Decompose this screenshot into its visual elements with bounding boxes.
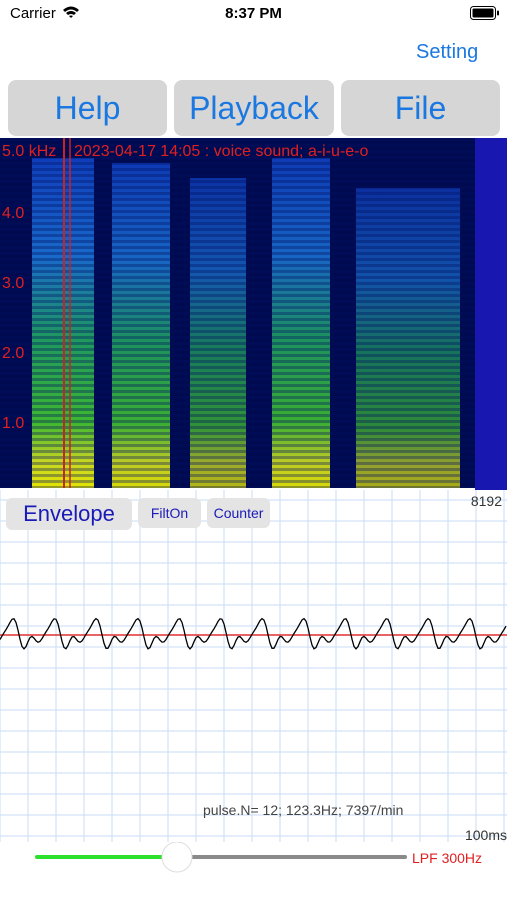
axis-label: 5.0 kHz [2,143,56,160]
help-button[interactable]: Help [8,80,167,136]
spectrogram: 5.0 kHz 2023-04-17 14:05 : voice sound; … [0,138,507,490]
voiced-segments [0,138,475,490]
lpf-slider[interactable] [0,842,507,882]
axis-label: 3.0 [2,275,24,292]
battery-icon [470,6,499,20]
waveform-panel: 8192 pulse.N= 12; 123.3Hz; 7397/min 100m… [0,490,507,842]
playback-button[interactable]: Playback [174,80,334,136]
max-label: 8192 [471,493,502,509]
slider-label: LPF 300Hz [412,850,483,866]
wifi-icon [63,6,79,18]
counter-button[interactable]: Counter [207,498,270,528]
filter-button[interactable]: FiltOn [138,498,201,528]
axis-label: 1.0 [2,415,24,432]
axis-label: 2.0 [2,345,24,362]
pulse-info: pulse.N= 12; 123.3Hz; 7397/min [203,802,403,818]
time-scale: 100ms [465,827,507,842]
clock: 8:37 PM [225,5,282,22]
axis-label: 4.0 [2,205,24,222]
file-button[interactable]: File [341,80,500,136]
setting-button[interactable]: Setting [416,41,479,63]
recording-caption: 2023-04-17 14:05 : voice sound; a-i-u-e-… [74,143,369,160]
carrier: Carrier [10,5,56,22]
waveform [0,617,507,650]
envelope-button[interactable]: Envelope [6,498,132,530]
slider-knob[interactable] [161,842,193,873]
